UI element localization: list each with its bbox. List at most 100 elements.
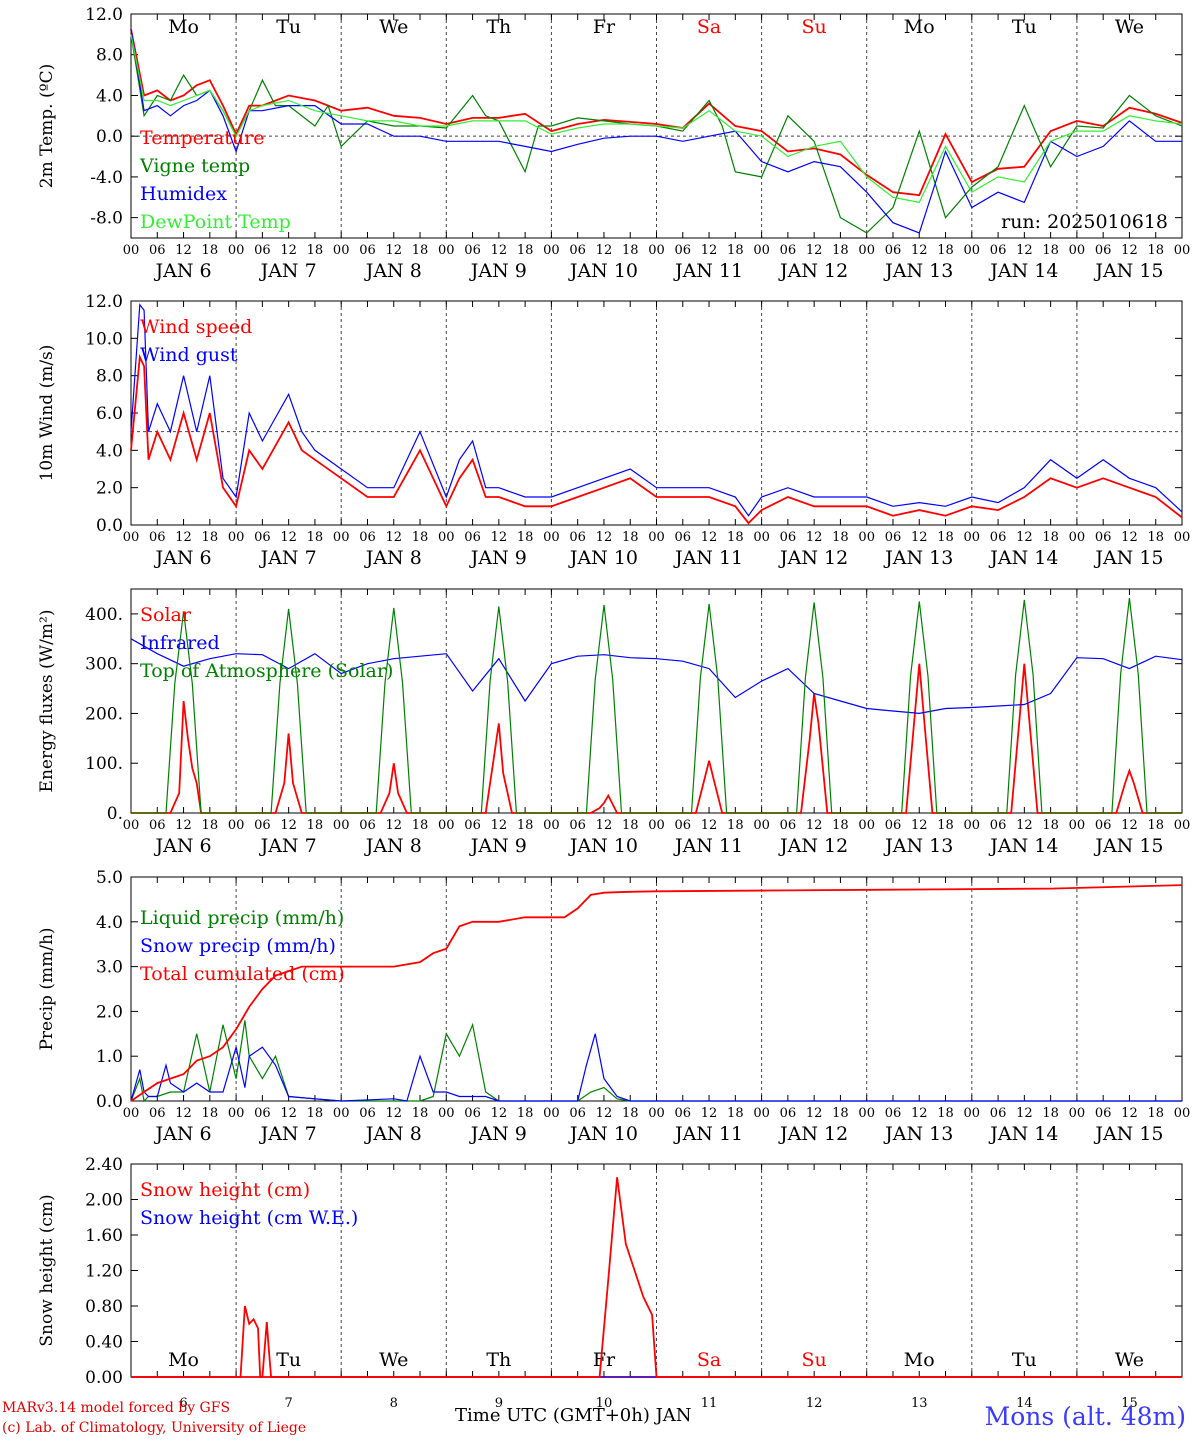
hour-tick-label: 00: [333, 1106, 350, 1121]
y-tick-label: 100.: [85, 754, 123, 774]
hour-tick-label: 00: [543, 818, 560, 833]
date-label: JAN 12: [778, 835, 848, 857]
hour-tick-label: 06: [254, 1106, 271, 1121]
hour-tick-label: 00: [228, 1106, 245, 1121]
hour-tick-label: 12: [911, 243, 928, 258]
y-tick-label: 8.0: [96, 46, 123, 66]
hour-tick-label: 12: [280, 1106, 297, 1121]
hour-tick-label: 00: [123, 1106, 140, 1121]
legend-entry: Wind speed: [140, 316, 252, 338]
hour-tick-label: 00: [858, 1106, 875, 1121]
legend-entry: DewPoint Temp: [140, 211, 291, 233]
hour-tick-label: 18: [727, 1106, 744, 1121]
hour-tick-label: 12: [596, 530, 613, 545]
legend-entry: Top of Atmosphere (Solar): [140, 660, 393, 682]
weekday-label: Fr: [593, 16, 616, 38]
hour-tick-label: 12: [175, 1106, 192, 1121]
weekday-label: Tu: [1012, 16, 1037, 38]
date-label: JAN 7: [259, 1123, 317, 1145]
hour-tick-label: 00: [1069, 1106, 1086, 1121]
date-label: JAN 6: [154, 835, 212, 857]
series-line: [131, 597, 1182, 814]
date-label: JAN 9: [469, 835, 527, 857]
hour-tick-label: 06: [359, 530, 376, 545]
hour-tick-label: 00: [333, 530, 350, 545]
hour-tick-label: 06: [254, 530, 271, 545]
date-label: JAN 12: [778, 260, 848, 282]
y-tick-label: 0.0: [96, 127, 123, 147]
hour-tick-label: 18: [412, 818, 429, 833]
date-label: JAN 6: [154, 260, 212, 282]
weekday-label: We: [379, 1349, 408, 1371]
y-axis-title: Snow height (cm): [37, 1194, 57, 1346]
date-label: JAN 15: [1093, 547, 1163, 569]
hour-tick-label: 18: [832, 818, 849, 833]
hour-tick-label: 18: [937, 243, 954, 258]
hour-tick-label: 12: [806, 530, 823, 545]
hour-tick-label: 12: [385, 243, 402, 258]
hour-tick-label: 06: [464, 530, 481, 545]
day-number-label: 15: [1121, 1396, 1138, 1411]
y-axis-title: 10m Wind (m/s): [37, 345, 57, 482]
hour-tick-label: 12: [911, 1106, 928, 1121]
weekday-label: We: [379, 16, 408, 38]
hour-tick-label: 12: [806, 243, 823, 258]
day-number-label: 7: [285, 1396, 293, 1411]
date-label: JAN 14: [988, 835, 1058, 857]
hour-tick-label: 06: [149, 243, 166, 258]
hour-tick-label: 00: [858, 530, 875, 545]
day-number-label: 13: [911, 1396, 928, 1411]
day-number-label: 11: [701, 1396, 718, 1411]
hour-tick-label: 06: [780, 1106, 797, 1121]
y-tick-label: -4.0: [90, 168, 123, 188]
x-axis-title: Time UTC (GMT+0h) JAN: [455, 1405, 692, 1426]
y-axis-title: 2m Temp. (ºC): [37, 64, 57, 189]
hour-tick-label: 12: [175, 818, 192, 833]
hour-tick-label: 06: [675, 818, 692, 833]
y-tick-label: 12.0: [85, 5, 123, 25]
date-label: JAN 12: [778, 547, 848, 569]
legend-entry: Solar: [140, 604, 192, 626]
hour-tick-label: 12: [175, 243, 192, 258]
series-line: [130, 29, 1183, 197]
date-label: JAN 11: [673, 1123, 743, 1145]
date-label: JAN 15: [1093, 1123, 1163, 1145]
legend-entry: Infrared: [140, 632, 220, 654]
hour-tick-label: 12: [701, 818, 718, 833]
y-tick-label: 2.0: [96, 1002, 123, 1022]
date-label: JAN 10: [568, 547, 638, 569]
weekday-label: We: [1115, 16, 1144, 38]
hour-tick-label: 18: [517, 818, 534, 833]
weekday-label: Mo: [904, 1349, 935, 1371]
hour-tick-label: 18: [1147, 818, 1164, 833]
date-label: JAN 6: [154, 547, 212, 569]
hour-tick-label: 06: [1095, 243, 1112, 258]
hour-tick-label: 06: [149, 1106, 166, 1121]
run-label: run: 2025010618: [1001, 211, 1168, 233]
date-label: JAN 13: [883, 260, 953, 282]
hour-tick-label: 00: [648, 243, 665, 258]
hour-tick-label: 12: [1016, 818, 1033, 833]
hour-tick-label: 06: [885, 1106, 902, 1121]
hour-tick-label: 18: [622, 1106, 639, 1121]
station-name: Mons (alt. 48m): [984, 1402, 1186, 1431]
hour-tick-label: 18: [1042, 243, 1059, 258]
credit-lab: (c) Lab. of Climatology, University of L…: [2, 1420, 307, 1436]
y-tick-label: 0.: [107, 804, 123, 824]
hour-tick-label: 12: [280, 818, 297, 833]
hour-tick-label: 12: [911, 530, 928, 545]
hour-tick-label: 00: [543, 530, 560, 545]
hour-tick-label: 06: [359, 818, 376, 833]
hour-tick-label: 00: [1069, 530, 1086, 545]
hour-tick-label: 18: [1042, 1106, 1059, 1121]
hour-tick-label: 00: [333, 818, 350, 833]
hour-tick-label: 12: [1016, 1106, 1033, 1121]
hour-tick-label: 12: [1121, 530, 1138, 545]
legend-entry: Snow precip (mm/h): [140, 935, 336, 957]
date-label: JAN 9: [469, 547, 527, 569]
hour-tick-label: 06: [569, 530, 586, 545]
hour-tick-label: 18: [517, 243, 534, 258]
date-label: JAN 13: [883, 1123, 953, 1145]
hour-tick-label: 00: [648, 818, 665, 833]
